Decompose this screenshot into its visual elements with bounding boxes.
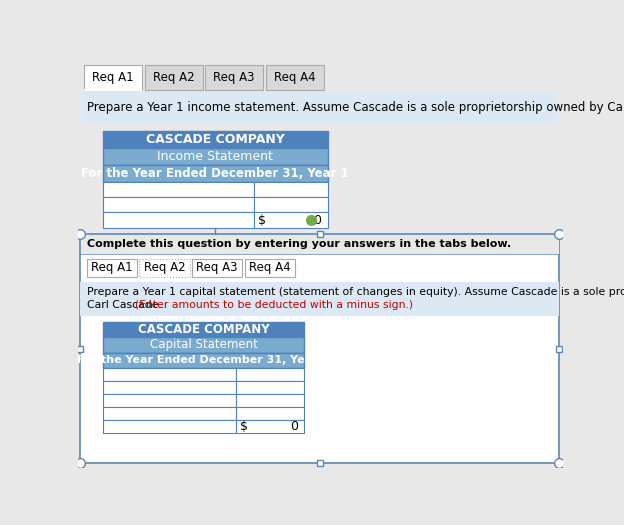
Text: Complete this question by entering your answers in the tabs below.: Complete this question by entering your … (87, 239, 512, 249)
Text: $: $ (240, 421, 248, 433)
Bar (103, 213, 254, 228)
Bar (103, 165, 328, 182)
Bar (236, 394, 305, 407)
Text: $: $ (258, 214, 266, 227)
Bar (103, 182, 254, 197)
Bar (236, 421, 305, 433)
Text: Capital Statement: Capital Statement (150, 338, 258, 351)
Text: Req A2: Req A2 (153, 71, 195, 84)
Bar (254, 213, 328, 228)
Text: Req A3: Req A3 (197, 261, 238, 275)
Bar (103, 381, 236, 394)
Text: Req A3: Req A3 (213, 71, 255, 84)
Text: For the Year Ended December 31, Year 1: For the Year Ended December 31, Year 1 (77, 355, 329, 365)
Bar (266, 65, 324, 90)
Text: For the Year Ended December 31, Year 1: For the Year Ended December 31, Year 1 (81, 166, 349, 180)
Bar (103, 421, 236, 433)
Bar (87, 259, 137, 277)
Text: Prepare a Year 1 capital statement (statement of changes in equity). Assume Casc: Prepare a Year 1 capital statement (stat… (87, 287, 624, 297)
Bar (80, 234, 559, 464)
Text: 0: 0 (290, 421, 298, 433)
Bar (192, 259, 242, 277)
Bar (103, 131, 328, 148)
Bar (236, 407, 305, 421)
Bar (236, 381, 305, 394)
Text: Req A4: Req A4 (274, 71, 315, 84)
Text: Req A1: Req A1 (91, 261, 132, 275)
Bar (254, 197, 328, 213)
Text: (Enter amounts to be deducted with a minus sign.): (Enter amounts to be deducted with a min… (135, 300, 413, 310)
Text: CASCADE COMPANY: CASCADE COMPANY (146, 133, 285, 146)
Bar (205, 65, 263, 90)
Bar (103, 394, 236, 407)
Bar (103, 352, 305, 368)
Bar (103, 337, 305, 352)
Bar (103, 368, 236, 381)
Text: CASCADE COMPANY: CASCADE COMPANY (138, 323, 270, 336)
Bar (245, 259, 295, 277)
Bar (236, 368, 305, 381)
Bar (139, 259, 190, 277)
Text: Prepare a Year 1 income statement. Assume Cascade is a sole proprietorship owned: Prepare a Year 1 income statement. Assum… (87, 101, 624, 114)
Bar (103, 322, 305, 337)
Bar (80, 234, 559, 254)
Bar (103, 407, 236, 421)
Bar (103, 197, 254, 213)
Text: Income Statement: Income Statement (157, 150, 273, 163)
Bar (84, 89, 142, 91)
Bar (254, 182, 328, 197)
Bar (80, 282, 559, 316)
Text: Req A2: Req A2 (144, 261, 185, 275)
Text: Req A1: Req A1 (92, 71, 134, 84)
Text: Carl Cascade.: Carl Cascade. (87, 300, 166, 310)
Bar (103, 148, 328, 165)
Bar (82, 92, 558, 123)
Bar (84, 65, 142, 90)
Bar (145, 65, 203, 90)
Text: 0: 0 (313, 214, 321, 227)
Text: Req A4: Req A4 (249, 261, 291, 275)
